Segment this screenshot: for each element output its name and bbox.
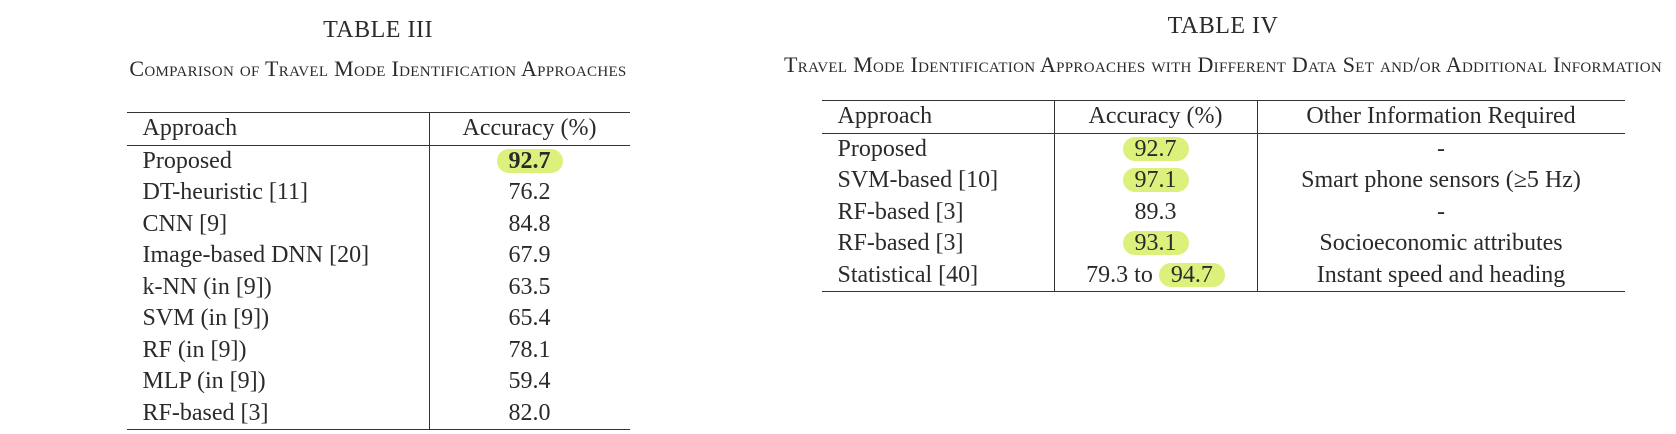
cell-accuracy: 92.7 xyxy=(428,145,630,177)
cell-accuracy: 89.3 xyxy=(1053,196,1257,228)
highlighted-value: 94.7 xyxy=(1158,262,1225,287)
table-row: DT-heuristic [11] 76.2 xyxy=(127,177,630,209)
cell-other: Smart phone sensors (≥5 Hz) xyxy=(1256,165,1625,197)
cell-other: - xyxy=(1256,133,1625,165)
cell-approach: CNN [9] xyxy=(142,210,228,237)
highlighted-value: 97.1 xyxy=(1122,168,1189,192)
table-iii-caption: Comparison of Travel Mode Identification… xyxy=(129,56,627,81)
table-row: SVM (in [9]) 65.4 xyxy=(127,303,630,335)
cell-accuracy: 63.5 xyxy=(428,271,630,303)
table-iii-grid: Approach Accuracy (%) Proposed 92.7 DT-h… xyxy=(126,112,630,430)
cell-approach: Image-based DNN [20] xyxy=(142,242,370,268)
table-row: Proposed 92.7 - xyxy=(822,133,1625,165)
cell-approach: DT-heuristic [11] xyxy=(142,179,309,205)
header-approach: Approach xyxy=(837,103,933,129)
cell-other: Instant speed and heading xyxy=(1256,259,1625,292)
cell-accuracy: 79.3 to 94.7 xyxy=(1053,259,1257,292)
table-row: RF-based [3] 82.0 xyxy=(126,397,630,430)
cell-other: - xyxy=(1256,196,1625,228)
cell-accuracy: 76.2 xyxy=(428,177,630,209)
cell-approach: Statistical [40] xyxy=(837,261,979,288)
header-accuracy: Accuracy (%) xyxy=(1053,100,1257,133)
header-other-information: Other Information Required xyxy=(1256,100,1625,133)
cell-accuracy: 92.7 xyxy=(1053,133,1257,165)
cell-accuracy: 67.9 xyxy=(428,240,630,272)
cell-approach: Proposed xyxy=(837,135,927,162)
table-iii-label: TABLE III xyxy=(323,17,433,43)
cell-accuracy: 93.1 xyxy=(1053,228,1257,260)
header-approach: Approach xyxy=(142,115,238,141)
cell-approach: k-NN (in [9]) xyxy=(142,273,272,300)
cell-approach: Proposed xyxy=(142,147,232,174)
highlighted-value: 92.7 xyxy=(496,148,563,173)
table-iii: TABLE III Comparison of Travel Mode Iden… xyxy=(0,14,756,430)
header-accuracy: Accuracy (%) xyxy=(428,112,630,145)
cell-approach: SVM-based [10] xyxy=(837,167,999,193)
table-iv-caption: Travel Mode Identification Approaches wi… xyxy=(784,52,1662,77)
cell-accuracy: 82.0 xyxy=(428,397,630,430)
table-row: RF (in [9]) 78.1 xyxy=(127,334,630,366)
cell-accuracy: 65.4 xyxy=(428,303,630,335)
cell-approach: RF-based [3] xyxy=(837,198,964,225)
cell-accuracy: 97.1 xyxy=(1053,165,1257,197)
table-header-row: Approach Accuracy (%) Other Information … xyxy=(821,100,1625,133)
table-header-row: Approach Accuracy (%) xyxy=(126,112,630,145)
table-row: SVM-based [10] 97.1 Smart phone sensors … xyxy=(822,165,1625,197)
cell-approach: RF (in [9]) xyxy=(142,336,247,363)
cell-accuracy: 78.1 xyxy=(428,334,630,366)
cell-accuracy: 84.8 xyxy=(428,208,630,240)
table-row: k-NN (in [9]) 63.5 xyxy=(127,271,630,303)
table-row: Image-based DNN [20] 67.9 xyxy=(127,240,630,272)
highlighted-value: 92.7 xyxy=(1122,136,1189,161)
table-iv-label: TABLE IV xyxy=(1167,13,1279,39)
accuracy-range-prefix: 79.3 to xyxy=(1086,261,1153,288)
table-row: RF-based [3] 89.3 - xyxy=(822,196,1625,228)
cell-approach: RF-based [3] xyxy=(837,230,964,256)
table-row: Proposed 92.7 xyxy=(127,145,630,177)
cell-approach: SVM (in [9]) xyxy=(142,305,270,331)
table-iv-grid: Approach Accuracy (%) Other Information … xyxy=(821,100,1625,292)
highlighted-value: 93.1 xyxy=(1122,231,1189,255)
table-row: Statistical [40] 79.3 to 94.7 Instant sp… xyxy=(821,259,1625,292)
cell-approach: RF-based [3] xyxy=(142,399,269,426)
table-row: RF-based [3] 93.1 Socioeconomic attribut… xyxy=(822,228,1625,260)
table-row: CNN [9] 84.8 xyxy=(127,208,630,240)
table-row: MLP (in [9]) 59.4 xyxy=(127,366,630,398)
table-iv: TABLE IV Travel Mode Identification Appr… xyxy=(770,10,1676,292)
cell-other: Socioeconomic attributes xyxy=(1256,228,1625,260)
cell-accuracy: 59.4 xyxy=(428,366,630,398)
cell-approach: MLP (in [9]) xyxy=(142,368,266,394)
